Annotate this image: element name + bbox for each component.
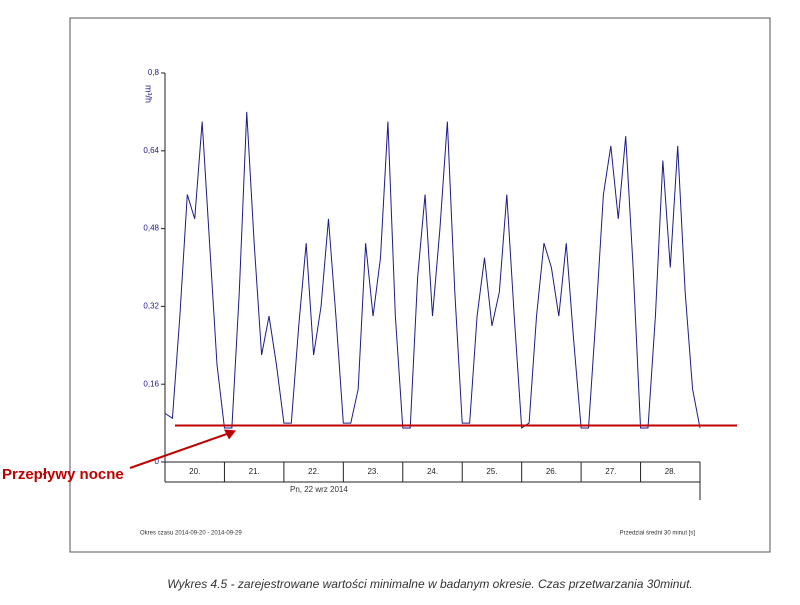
footer-left: Okres czasu 2014-09-20 - 2014-09-29 — [140, 531, 242, 537]
annotation-arrow — [129, 432, 229, 469]
frame — [69, 17, 771, 553]
y-tick-label: 0,64 — [143, 146, 159, 155]
x-tick-label: 28. — [665, 467, 676, 476]
data-line — [164, 111, 701, 429]
footer-right: Przedział średni 30 minut [s] — [620, 531, 696, 537]
y-tick-label: 0,32 — [143, 302, 159, 311]
y-axis-label: m³/h — [144, 85, 154, 103]
y-tick-label: 0,48 — [143, 224, 159, 233]
x-tick-label: 26. — [546, 467, 557, 476]
x-tick-label: 22. — [308, 467, 319, 476]
x-tick-label: 24. — [427, 467, 438, 476]
date-label: Pn, 22 wrz 2014 — [290, 485, 348, 494]
y-tick-label: 0,16 — [143, 379, 159, 388]
y-tick-label: 0 — [155, 457, 160, 466]
annotation-text: Przepływy nocne — [2, 466, 124, 483]
x-tick-label: 21. — [249, 467, 260, 476]
y-tick-label: 0,8 — [148, 68, 160, 77]
x-tick-label: 27. — [605, 467, 616, 476]
x-tick-label: 23. — [367, 467, 378, 476]
x-tick-label: 25. — [486, 467, 497, 476]
x-tick-label: 20. — [189, 467, 200, 476]
caption: Wykres 4.5 - zarejestrowane wartości min… — [167, 577, 693, 591]
arrow-head — [224, 429, 236, 440]
